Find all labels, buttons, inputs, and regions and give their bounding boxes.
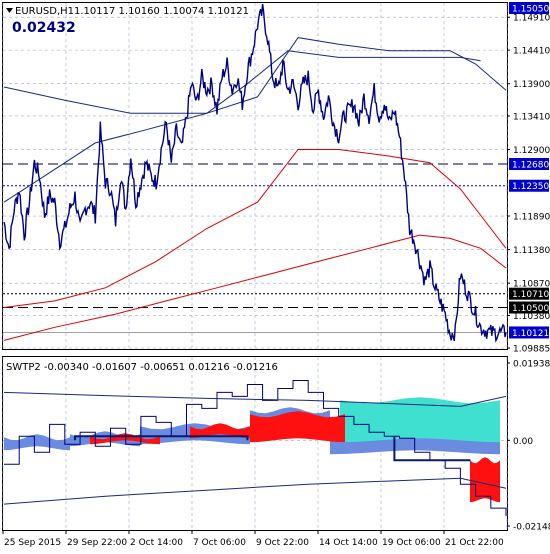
price-tick-label: 1.09885 [513,345,550,355]
indicator-title: SWTP2 -0.00340 -0.01607 -0.00651 0.01216… [6,362,278,373]
price-badge-label: 1.10121 [512,329,549,339]
indicator-upper-line [3,391,507,407]
price-badges: 1.15050 1.12680 1.12350 1.10710 1.10500 1.101… [509,2,549,339]
indicator-fills [4,397,500,503]
price-badge [509,158,549,171]
indicator-tick-label: 0.01938 [513,360,550,370]
time-tick-label: 19 Oct 06:00 [382,538,441,548]
price-badge [509,2,549,14]
price-tick-label: 1.11890 [513,213,550,223]
price-grid [2,3,508,349]
time-tick-label: 21 Oct 22:00 [445,538,504,548]
indicator-blue-band [4,434,70,451]
indicator-box-line [393,436,471,462]
price-tick-label: 1.10870 [513,280,550,290]
time-tick-label: 2 Oct 14:00 [130,538,183,548]
price-tick-label: 1.10380 [513,312,550,322]
price-tick-label: 1.11380 [513,246,550,256]
price-badge [509,179,549,192]
indicator-tick-label: 0.00 [513,437,533,447]
time-axis: 25 Sep 2015 29 Sep 22:00 2 Oct 14:00 7 Oct … [2,530,504,548]
price-badge [509,326,549,339]
price-badge-label: 1.10710 [512,290,549,300]
indicator-value-label: 0.02432 [12,20,76,36]
chart-symbol: EURUSD,H1 [15,6,74,17]
price-badge [509,301,549,314]
price-tick-label: 1.12900 [513,146,550,156]
indicator-lower-line [3,477,507,505]
price-tick-label: 1.13900 [513,80,550,90]
price-tick-label: 1.13410 [513,112,550,122]
indicator-red-band [470,457,500,503]
collapse-triangle-icon[interactable] [6,8,13,13]
price-badge-label: 1.15050 [512,5,549,15]
time-tick-label: 7 Oct 06:00 [193,538,246,548]
indicator-step-line [4,380,507,517]
price-badge-label: 1.12350 [512,182,549,192]
price-axis: 1.14910 1.14410 1.13900 1.13410 1.12900 1.118… [507,14,550,355]
time-tick-label: 25 Sep 2015 [4,538,61,548]
price-series [3,3,507,343]
time-tick-label: 29 Sep 22:00 [67,538,127,548]
indicator-red-band [250,411,345,443]
envelope-inner-upper-blue [3,50,481,203]
chart-ohlc: 1.10117 1.10160 1.10074 1.10121 [74,6,249,17]
envelope-outer-upper-blue [3,37,507,114]
indicator-cyan-band [340,397,500,443]
envelope-lines [3,37,507,341]
envelope-lower-red [3,234,507,341]
price-tick-label: 1.14910 [513,14,550,24]
envelope-upper-red [3,149,507,308]
price-tick-label: 1.14410 [513,47,550,57]
price-badge-label: 1.12680 [512,161,549,171]
price-badge-label: 1.10500 [512,304,549,314]
indicator-axis: 0.01938 0.00 -0.02148 [507,360,550,533]
time-tick-label: 9 Oct 22:00 [256,538,309,548]
indicator-blue-band [70,431,140,447]
indicator-box-line [74,435,249,441]
price-series-line [3,3,507,343]
indicator-lines [3,380,507,517]
indicator-red-band [190,423,250,439]
price-badge [509,287,549,300]
indicator-tick-label: -0.02148 [513,523,550,533]
level-lines [3,163,507,333]
time-tick-label: 14 Oct 14:00 [319,538,378,548]
indicator-red-band [90,433,160,445]
